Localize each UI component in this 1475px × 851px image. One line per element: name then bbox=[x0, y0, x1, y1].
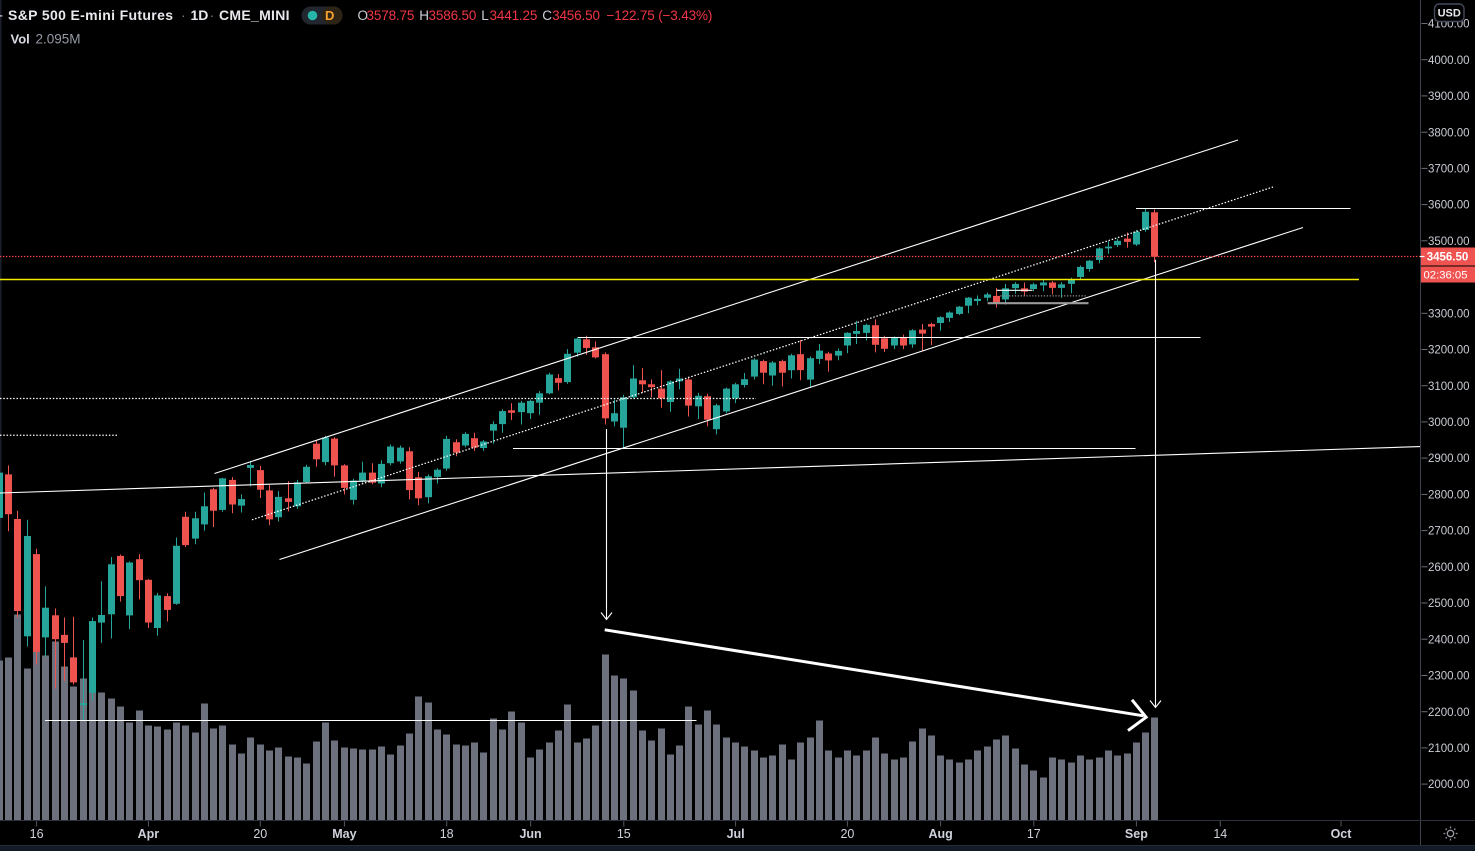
svg-text:14: 14 bbox=[1213, 827, 1227, 841]
svg-text:2600.00: 2600.00 bbox=[1428, 562, 1470, 574]
svg-text:−122.75 (−3.43%): −122.75 (−3.43%) bbox=[607, 8, 713, 23]
svg-text:17: 17 bbox=[1027, 827, 1041, 841]
svg-text:15: 15 bbox=[617, 827, 631, 841]
svg-text:3600.00: 3600.00 bbox=[1428, 200, 1470, 212]
svg-text:20: 20 bbox=[253, 827, 267, 841]
svg-text:3456.50: 3456.50 bbox=[552, 8, 600, 23]
svg-text:2700.00: 2700.00 bbox=[1428, 526, 1470, 538]
svg-text:Aug: Aug bbox=[928, 827, 952, 841]
svg-text:02:36:05: 02:36:05 bbox=[1424, 269, 1468, 281]
svg-text:2900.00: 2900.00 bbox=[1428, 453, 1470, 465]
svg-text:Sep: Sep bbox=[1125, 827, 1148, 841]
svg-text:3200.00: 3200.00 bbox=[1428, 345, 1470, 357]
svg-text:O: O bbox=[358, 8, 368, 23]
svg-text:Apr: Apr bbox=[138, 827, 160, 841]
svg-text:Vol: Vol bbox=[11, 32, 30, 47]
svg-text:3000.00: 3000.00 bbox=[1428, 417, 1470, 429]
svg-text:·: · bbox=[181, 7, 186, 23]
svg-text:2.095M: 2.095M bbox=[36, 32, 81, 47]
svg-text:16: 16 bbox=[30, 827, 44, 841]
svg-text:S&P 500 E-mini Futures: S&P 500 E-mini Futures bbox=[8, 7, 173, 23]
svg-text:Jun: Jun bbox=[519, 827, 541, 841]
svg-text:3900.00: 3900.00 bbox=[1428, 91, 1470, 103]
svg-text:-: - bbox=[0, 7, 3, 24]
svg-text:4000.00: 4000.00 bbox=[1428, 55, 1470, 67]
svg-text:May: May bbox=[332, 827, 356, 841]
svg-text:USD: USD bbox=[1438, 8, 1461, 20]
svg-text:20: 20 bbox=[840, 827, 854, 841]
svg-text:H: H bbox=[419, 8, 429, 23]
svg-text:D: D bbox=[325, 8, 334, 23]
svg-text:2400.00: 2400.00 bbox=[1428, 634, 1470, 646]
svg-text:L: L bbox=[481, 8, 489, 23]
svg-text:18: 18 bbox=[440, 827, 454, 841]
svg-text:3586.50: 3586.50 bbox=[429, 8, 477, 23]
svg-text:2800.00: 2800.00 bbox=[1428, 490, 1470, 502]
svg-text:3700.00: 3700.00 bbox=[1428, 164, 1470, 176]
svg-text:3100.00: 3100.00 bbox=[1428, 381, 1470, 393]
svg-text:3456.50: 3456.50 bbox=[1427, 252, 1469, 264]
svg-text:Jul: Jul bbox=[727, 827, 745, 841]
svg-text:2100.00: 2100.00 bbox=[1428, 743, 1470, 755]
svg-text:·: · bbox=[210, 7, 215, 23]
svg-text:3578.75: 3578.75 bbox=[367, 8, 415, 23]
svg-text:3441.25: 3441.25 bbox=[490, 8, 538, 23]
svg-text:Oct: Oct bbox=[1331, 827, 1353, 841]
svg-text:CME_MINI: CME_MINI bbox=[219, 7, 290, 23]
svg-text:C: C bbox=[542, 8, 552, 23]
svg-text:2300.00: 2300.00 bbox=[1428, 671, 1470, 683]
svg-text:2200.00: 2200.00 bbox=[1428, 707, 1470, 719]
svg-text:2000.00: 2000.00 bbox=[1428, 779, 1470, 791]
svg-text:3500.00: 3500.00 bbox=[1428, 236, 1470, 248]
svg-text:1D: 1D bbox=[191, 7, 209, 23]
svg-text:3800.00: 3800.00 bbox=[1428, 127, 1470, 139]
svg-text:3300.00: 3300.00 bbox=[1428, 308, 1470, 320]
svg-text:2500.00: 2500.00 bbox=[1428, 598, 1470, 610]
